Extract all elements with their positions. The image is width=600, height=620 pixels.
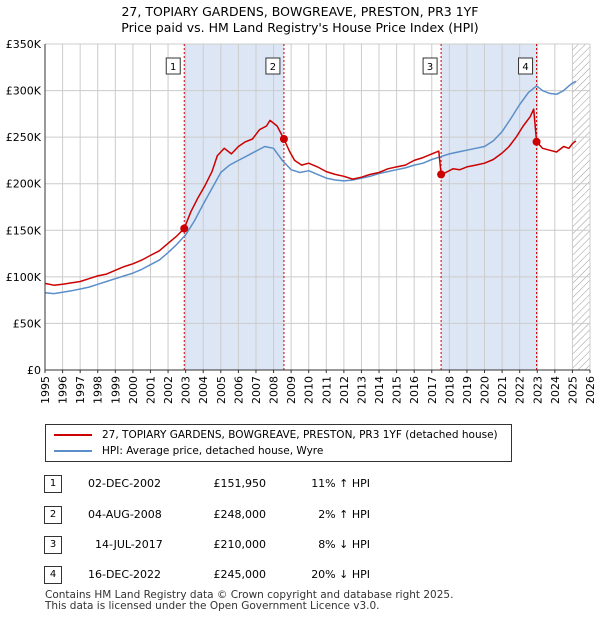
x-tick-label: 2001: [144, 376, 157, 404]
ownership-shade: [184, 44, 284, 370]
marker-box: [165, 57, 181, 75]
x-tick-label: 2003: [180, 376, 193, 404]
y-tick-label: £0: [27, 364, 41, 377]
marker-label: 2: [270, 62, 276, 73]
marker-box: [422, 57, 438, 75]
transaction-number: 4: [44, 566, 62, 584]
transaction-date: 04-AUG-2008: [88, 508, 162, 521]
x-tick-label: 2026: [584, 376, 597, 404]
legend-swatch-property: [54, 434, 92, 436]
y-tick-label: £150K: [6, 224, 42, 237]
sale-point: [279, 135, 288, 144]
transaction-number: 2: [44, 506, 62, 524]
marker-label: 4: [522, 62, 528, 73]
x-tick-label: 1998: [92, 376, 105, 404]
price-chart: 1 2 3 4 £0 £50K £100K £150K £200K £250K £300K £350…: [6, 38, 597, 404]
x-tick-label: 2021: [496, 376, 509, 404]
y-tick-label: £250K: [6, 131, 42, 144]
transaction-price: £248,000: [213, 508, 267, 521]
x-tick-label: 1995: [39, 376, 52, 404]
x-tick-label: 2019: [461, 376, 474, 404]
x-tick-label: 2010: [303, 376, 316, 404]
x-tick-label: 2004: [197, 376, 210, 404]
y-tick-label: £50K: [13, 317, 42, 330]
chart-title: 27, TOPIARY GARDENS, BOWGREAVE, PRESTON,…: [121, 4, 479, 19]
marker-box: [265, 57, 281, 75]
transaction-date: 02-DEC-2002: [88, 477, 162, 490]
transaction-hpi-diff: 11% ↑ HPI: [311, 477, 370, 490]
transaction-number: 3: [44, 536, 62, 554]
ownership-shade: [441, 44, 537, 370]
legend-swatch-hpi: [54, 450, 92, 452]
x-tick-label: 2011: [320, 376, 333, 404]
series-hpi-line: [44, 80, 577, 295]
marker-box: [518, 57, 534, 75]
legend-label-hpi: HPI: Average price, detached house, Wyre: [102, 445, 324, 457]
y-tick-label: £100K: [6, 271, 42, 284]
x-tick-label: 2006: [232, 376, 245, 404]
legend: 27, TOPIARY GARDENS, BOWGREAVE, PRESTON,…: [45, 424, 512, 462]
x-tick-label: 1997: [74, 376, 87, 404]
series-property-line: [44, 108, 577, 286]
marker-label: 3: [427, 62, 433, 73]
footer-licence: This data is licensed under the Open Gov…: [45, 600, 380, 612]
sale-point: [180, 224, 189, 233]
x-tick-label: 2023: [531, 376, 544, 404]
x-tick-label: 2025: [566, 376, 579, 404]
transaction-date: 16-DEC-2022: [88, 568, 162, 581]
x-tick-label: 2013: [355, 376, 368, 404]
y-tick-label: £300K: [6, 85, 42, 98]
legend-label-property: 27, TOPIARY GARDENS, BOWGREAVE, PRESTON,…: [102, 429, 498, 441]
x-tick-label: 2007: [250, 376, 263, 404]
transaction-hpi-diff: 2% ↑ HPI: [318, 508, 370, 521]
transaction-number: 1: [44, 475, 62, 493]
y-tick-label: £350K: [6, 38, 42, 51]
marker-label: 1: [170, 62, 176, 73]
x-tick-label: 2012: [338, 376, 351, 404]
x-tick-label: 2018: [443, 376, 456, 404]
x-tick-label: 2000: [127, 376, 140, 404]
sale-point: [532, 137, 541, 146]
footer: Contains HM Land Registry data © Crown c…: [45, 590, 453, 612]
transaction-hpi-diff: 20% ↓ HPI: [311, 568, 370, 581]
transaction-row: 3 14-JUL-2017 £210,000 8% ↓ HPI: [0, 535, 600, 555]
x-tick-label: 2016: [408, 376, 421, 404]
x-tick-label: 2022: [514, 376, 527, 404]
chart-subtitle: Price paid vs. HM Land Registry's House …: [121, 20, 479, 35]
transaction-price: £245,000: [213, 568, 267, 581]
x-tick-label: 2005: [215, 376, 228, 404]
sale-point: [437, 170, 446, 179]
x-tick-label: 2024: [549, 376, 562, 404]
x-tick-label: 2002: [162, 376, 175, 404]
x-tick-label: 2015: [391, 376, 404, 404]
footer-copyright: Contains HM Land Registry data © Crown c…: [45, 589, 454, 601]
transaction-price: £210,000: [213, 538, 267, 551]
x-tick-label: 1999: [109, 376, 122, 404]
forecast-hatch: [572, 44, 590, 370]
transaction-row: 1 02-DEC-2002 £151,950 11% ↑ HPI: [0, 474, 600, 494]
x-tick-label: 2008: [268, 376, 281, 404]
transaction-row: 2 04-AUG-2008 £248,000 2% ↑ HPI: [0, 505, 600, 525]
x-tick-label: 2020: [479, 376, 492, 404]
y-tick-label: £200K: [6, 178, 42, 191]
x-tick-label: 2017: [426, 376, 439, 404]
transaction-date: 14-JUL-2017: [95, 538, 163, 551]
x-tick-label: 1996: [57, 376, 70, 404]
legend-item-property: 27, TOPIARY GARDENS, BOWGREAVE, PRESTON,…: [54, 427, 498, 443]
transaction-price: £151,950: [213, 477, 267, 490]
transaction-row: 4 16-DEC-2022 £245,000 20% ↓ HPI: [0, 565, 600, 585]
x-tick-label: 2014: [373, 376, 386, 404]
legend-item-hpi: HPI: Average price, detached house, Wyre: [54, 443, 323, 459]
transaction-hpi-diff: 8% ↓ HPI: [318, 538, 370, 551]
x-tick-label: 2009: [285, 376, 298, 404]
